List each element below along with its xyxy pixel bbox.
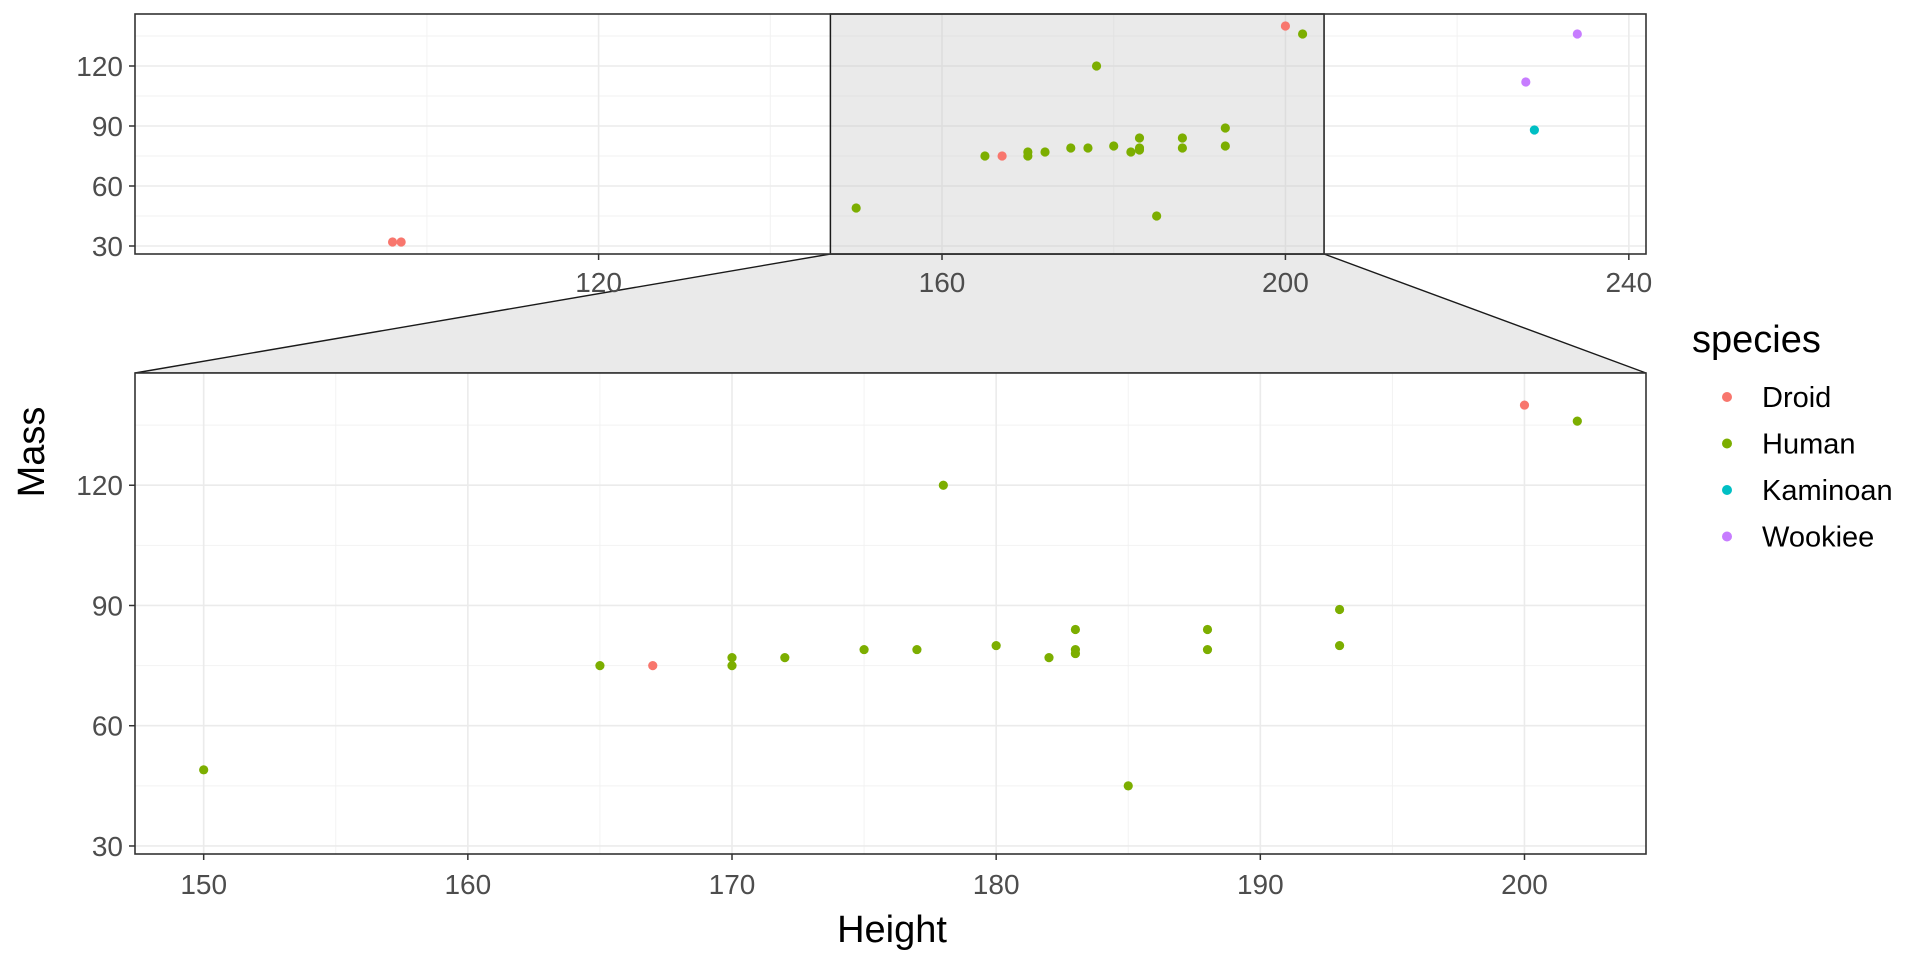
overview-point-wookiee: [1521, 77, 1531, 87]
overview-point-human: [1040, 147, 1050, 157]
overview-point-human: [1083, 143, 1093, 153]
zoom-x-tick-label: 200: [1501, 869, 1548, 900]
overview-points: [387, 21, 1582, 247]
zoom-point-human: [1123, 781, 1133, 791]
zoom-ticks: 150 160 170 180 190 200 30 60 90 120: [76, 470, 1548, 900]
overview-x-tick-label: 160: [919, 267, 966, 298]
overview-point-human: [1023, 151, 1033, 161]
overview-point-human: [1220, 141, 1230, 151]
zoom-y-tick-label: 30: [92, 831, 123, 862]
overview-point-human: [980, 151, 990, 161]
overview-point-human: [1220, 123, 1230, 133]
legend-key-droid: [1722, 392, 1732, 402]
zoom-point-human: [938, 480, 948, 490]
overview-point-human: [1126, 147, 1136, 157]
overview-point-droid: [396, 237, 406, 247]
overview-ticks: 120 160 200 240 30 60 90 120: [76, 51, 1652, 298]
overview-point-human: [1066, 143, 1076, 153]
legend-label-droid: Droid: [1762, 382, 1831, 414]
zoom-point-human: [595, 661, 605, 671]
x-axis-title: Height: [837, 909, 947, 951]
overview-point-human: [1177, 143, 1187, 153]
zoom-point-human: [1202, 644, 1213, 655]
zoom-border: [134, 372, 1647, 855]
overview-point-droid: [1280, 21, 1291, 31]
legend-key-human: [1722, 438, 1732, 449]
zoom-connector-shape: [134, 253, 1647, 374]
overview-background: [135, 14, 1646, 254]
zoom-y-tick-label: 60: [92, 711, 123, 742]
zoom-point-human: [1334, 604, 1345, 615]
legend-key-wookiee: [1722, 531, 1732, 542]
overview-x-tick-label: 200: [1262, 267, 1309, 298]
zoom-x-tick-label: 170: [709, 869, 756, 900]
zoom-point-human: [1572, 416, 1582, 426]
zoom-point-human: [912, 644, 922, 655]
overview-x-tick-label: 120: [575, 267, 622, 298]
zoom-panel: 150 160 170 180 190 200 30 60 90 120: [76, 372, 1647, 900]
legend-label-wookiee: Wookiee: [1762, 522, 1874, 554]
zoom-point-human: [991, 640, 1001, 651]
overview-point-droid: [997, 151, 1007, 161]
zoom-connector: [134, 253, 1647, 374]
legend-key-kaminoan: [1722, 485, 1732, 495]
overview-point-human: [1134, 145, 1145, 155]
overview-point-human: [1134, 133, 1145, 143]
legend-label-kaminoan: Kaminoan: [1762, 475, 1893, 507]
overview-zoom-region: [829, 13, 1325, 255]
overview-y-tick-label: 60: [92, 171, 123, 202]
overview-y-tick-label: 30: [92, 231, 123, 262]
overview-panel: 120 160 200 240 30 60 90 120: [76, 13, 1652, 298]
zoom-point-human: [1070, 624, 1081, 635]
overview-point-human: [851, 203, 861, 213]
overview-point-human: [1152, 211, 1162, 221]
zoom-point-human: [727, 661, 737, 671]
overview-border: [134, 13, 1647, 255]
zoom-point-human: [199, 765, 209, 775]
overview-point-human: [1091, 61, 1102, 71]
zoom-point-droid: [1519, 400, 1530, 410]
zoom-x-tick-label: 160: [444, 869, 491, 900]
zoom-point-human: [727, 652, 737, 663]
zoom-x-tick-label: 190: [1237, 869, 1284, 900]
zoom-point-human: [1070, 648, 1081, 659]
overview-gridlines: [135, 14, 1646, 254]
overview-point-human: [1297, 29, 1308, 39]
overview-y-tick-label: 90: [92, 111, 123, 142]
zoom-x-tick-label: 150: [180, 869, 227, 900]
overview-point-wookiee: [1572, 29, 1582, 39]
zoom-gridlines: [135, 373, 1646, 854]
axis-titles: Height Mass: [11, 407, 947, 951]
overview-point-kaminoan: [1529, 125, 1539, 135]
zoom-y-tick-label: 120: [76, 470, 123, 501]
zoom-point-human: [1202, 624, 1213, 635]
overview-point-human: [1177, 133, 1187, 143]
zoom-background: [135, 373, 1646, 854]
overview-point-human: [1109, 141, 1119, 151]
overview-point-droid: [387, 237, 398, 247]
legend-label-human: Human: [1762, 429, 1856, 461]
zoom-point-human: [780, 652, 790, 663]
zoom-point-human: [1044, 652, 1054, 663]
overview-y-tick-label: 120: [76, 51, 123, 82]
legend: species Droid Human Kaminoan Wookiee: [1692, 319, 1893, 554]
overview-x-tick-label: 240: [1605, 267, 1652, 298]
zoom-point-human: [859, 644, 869, 655]
zoom-point-human: [1334, 640, 1345, 651]
zoom-y-tick-label: 90: [92, 590, 123, 621]
legend-title: species: [1692, 319, 1821, 361]
y-axis-title: Mass: [11, 407, 53, 498]
zoom-points: [199, 400, 1582, 791]
zoom-x-tick-label: 180: [973, 869, 1020, 900]
zoom-point-droid: [648, 661, 658, 671]
